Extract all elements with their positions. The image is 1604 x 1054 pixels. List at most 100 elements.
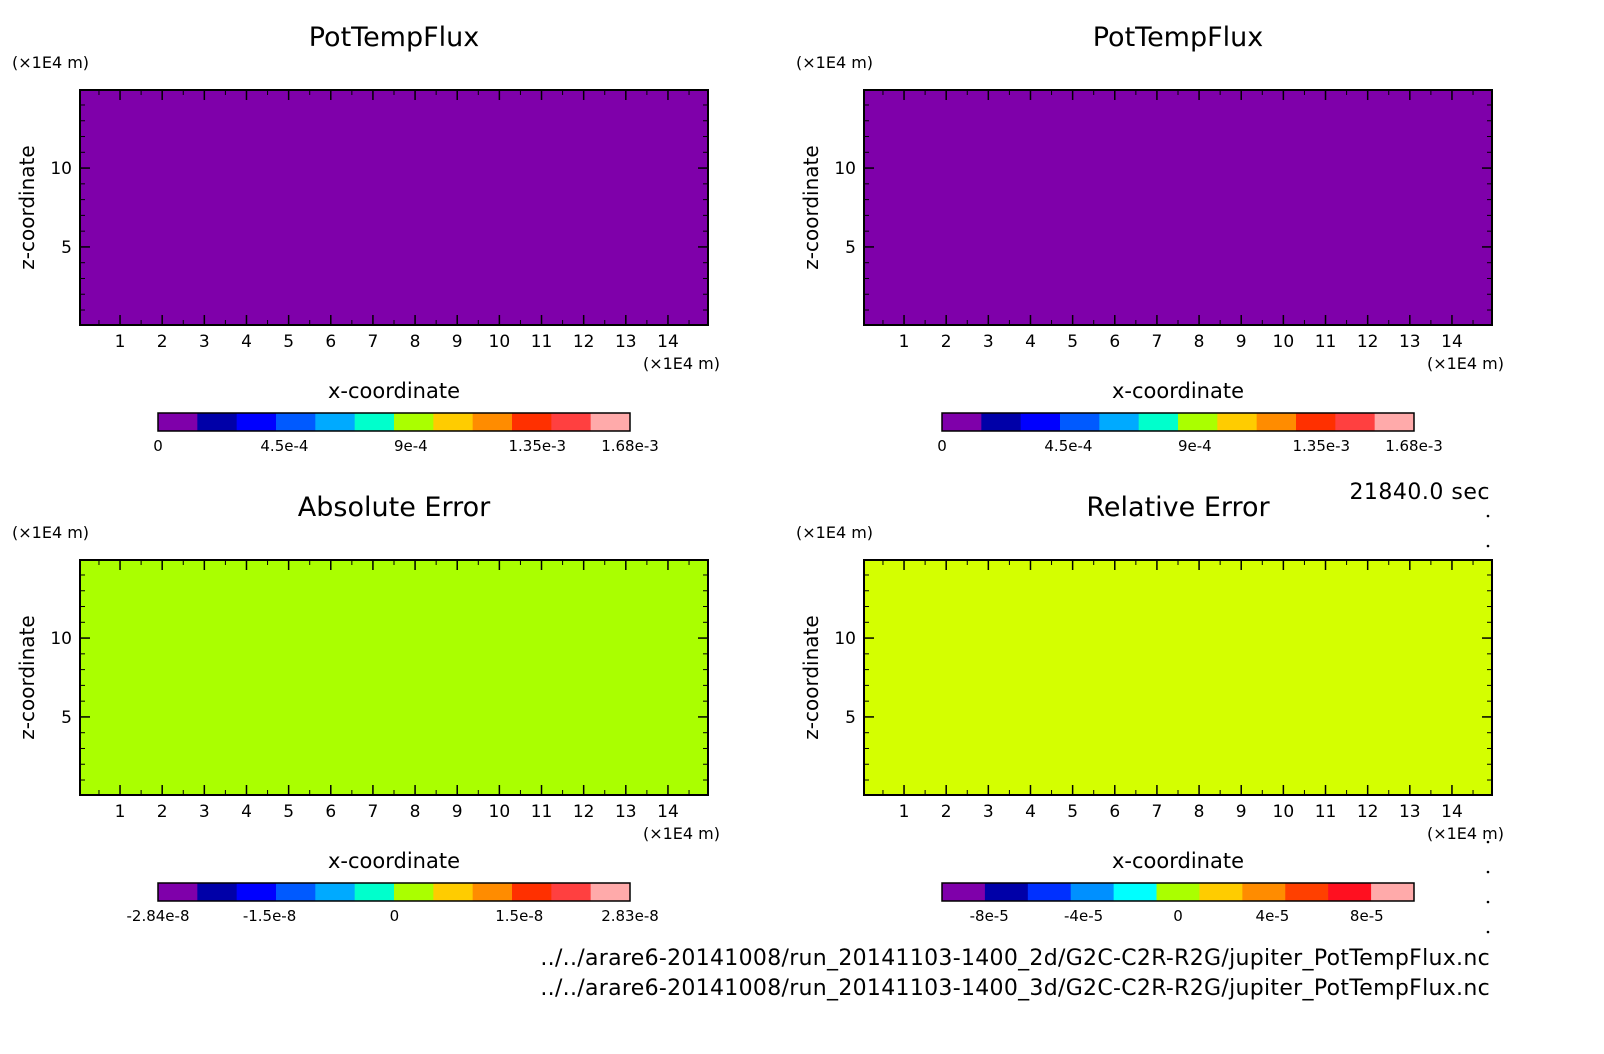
colorbar-segment: [1178, 413, 1218, 431]
colorbar-segment: [276, 883, 316, 901]
colorbar-segment: [1374, 413, 1415, 431]
x-tick-label: 10: [1273, 332, 1295, 352]
x-tick-label: 14: [657, 332, 679, 352]
y-tick-label: 10: [50, 159, 72, 179]
colorbar-segment: [354, 413, 395, 431]
colorbar-segment: [590, 413, 631, 431]
y-tick-label: 10: [834, 159, 856, 179]
heatmap-field: [864, 90, 1492, 325]
x-tick-label: 10: [1273, 802, 1295, 822]
x-tick-label: 1: [115, 802, 126, 822]
colorbar-segment: [394, 413, 434, 431]
colorbar-segment: [1113, 883, 1158, 901]
heatmap-field: [864, 560, 1492, 795]
colorbar-segment: [1328, 883, 1372, 901]
colorbar-segment: [1296, 413, 1336, 431]
y-axis-label: z-coordinate: [15, 145, 39, 269]
edge-dot: [1486, 840, 1490, 844]
x-axis-label: x-coordinate: [328, 849, 460, 873]
x-tick-label: 5: [283, 332, 294, 352]
y-unit-label: (×1E4 m): [12, 53, 89, 72]
x-unit-label: (×1E4 m): [1427, 824, 1504, 843]
heatmap-field: [80, 90, 708, 325]
colorbar-frame: [941, 882, 1415, 902]
colorbar-segment: [276, 413, 316, 431]
x-tick-label: 5: [1067, 802, 1078, 822]
colorbar-segment: [551, 883, 592, 901]
colorbar-segment: [354, 883, 395, 901]
colorbar-segment: [981, 413, 1022, 431]
x-tick-label: 8: [410, 332, 421, 352]
colorbar-tick-label: 0: [153, 437, 163, 455]
x-tick-label: 4: [1025, 332, 1036, 352]
y-tick-label: 10: [50, 629, 72, 649]
colorbar-segment: [472, 413, 513, 431]
x-tick-label: 13: [1399, 802, 1421, 822]
y-tick-label: 5: [61, 708, 72, 728]
colorbar-segment: [590, 883, 631, 901]
colorbar-segment: [942, 413, 982, 431]
file-path-3d: ../../arare6-20141008/run_20141103-1400_…: [540, 976, 1490, 1001]
edge-dot: [1486, 514, 1490, 518]
x-tick-label: 13: [615, 332, 637, 352]
x-tick-label: 6: [325, 802, 336, 822]
x-tick-label: 3: [199, 332, 210, 352]
x-tick-label: 9: [1236, 802, 1247, 822]
colorbar-segment: [1217, 413, 1258, 431]
y-axis-label: z-coordinate: [15, 615, 39, 739]
x-tick-label: 11: [1315, 332, 1337, 352]
colorbar-tick-label: -2.84e-8: [127, 907, 190, 925]
x-tick-label: 2: [941, 802, 952, 822]
x-tick-label: 4: [241, 332, 252, 352]
x-tick-label: 12: [573, 332, 595, 352]
colorbar-segment: [158, 413, 198, 431]
heatmap-field: [80, 560, 708, 795]
edge-dot: [1486, 870, 1490, 874]
colorbar-tick-label: 2.83e-8: [601, 907, 659, 925]
x-tick-label: 13: [615, 802, 637, 822]
colorbar-tick-label: 4e-5: [1256, 907, 1290, 925]
x-tick-label: 10: [489, 332, 511, 352]
chart-title: Absolute Error: [298, 492, 491, 523]
colorbar-segment: [315, 883, 356, 901]
x-tick-label: 1: [899, 332, 910, 352]
y-tick-label: 5: [845, 238, 856, 258]
colorbar-tick-label: 4.5e-4: [260, 437, 308, 455]
x-tick-label: 10: [489, 802, 511, 822]
colorbar-tick-label: -8e-5: [970, 907, 1009, 925]
y-tick-label: 5: [61, 238, 72, 258]
y-unit-label: (×1E4 m): [796, 523, 873, 542]
x-tick-label: 12: [1357, 332, 1379, 352]
x-tick-label: 7: [368, 332, 379, 352]
x-axis-label: x-coordinate: [328, 379, 460, 403]
y-axis-label: z-coordinate: [799, 615, 823, 739]
x-tick-label: 4: [1025, 802, 1036, 822]
x-tick-label: 6: [325, 332, 336, 352]
colorbar-tick-label: 0: [390, 907, 400, 925]
colorbar-tick-label: 1.68e-3: [1385, 437, 1443, 455]
chart-panel-2: PotTempFlux(×1E4 m)1 2 3 4 5 6 7 8 9 10 11 12 13 1451…: [796, 22, 1504, 455]
x-tick-label: 6: [1109, 332, 1120, 352]
chart-panel-4: Relative Error(×1E4 m)1 2 3 4 5 6 7 8 9 10 11 12 13 1…: [796, 492, 1504, 925]
colorbar-segment: [1156, 883, 1200, 901]
x-tick-label: 11: [531, 802, 553, 822]
colorbar-segment: [942, 883, 986, 901]
colorbar-tick-label: -1.5e-8: [243, 907, 296, 925]
x-axis-label: x-coordinate: [1112, 849, 1244, 873]
x-tick-label: 7: [1152, 332, 1163, 352]
edge-dot: [1486, 544, 1490, 548]
edge-dot: [1486, 930, 1490, 934]
colorbar-segment: [1371, 883, 1415, 901]
x-tick-label: 5: [1067, 332, 1078, 352]
x-axis-label: x-coordinate: [1112, 379, 1244, 403]
time-label: 21840.0 sec: [1349, 480, 1490, 505]
x-tick-label: 3: [199, 802, 210, 822]
colorbar-segment: [197, 883, 238, 901]
chart-panel-3: Absolute Error(×1E4 m)1 2 3 4 5 6 7 8 9 10 11 12 13 1…: [12, 492, 720, 925]
colorbar-segment: [315, 413, 356, 431]
colorbar-tick-label: -4e-5: [1064, 907, 1103, 925]
x-tick-label: 8: [1194, 332, 1205, 352]
colorbar-segment: [1256, 413, 1297, 431]
x-tick-label: 1: [899, 802, 910, 822]
colorbar-segment: [1027, 883, 1072, 901]
